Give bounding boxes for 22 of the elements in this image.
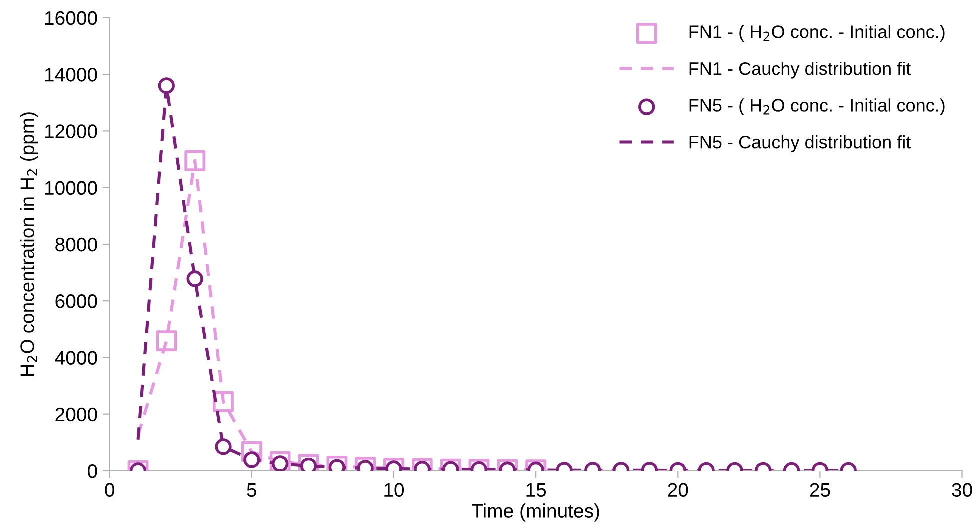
y-tick-label: 2000 <box>56 408 98 422</box>
y-tick-label: 6000 <box>56 294 98 308</box>
x-tick-label: 5 <box>247 483 256 498</box>
legend-label: FN1 - Cauchy distribution fit <box>690 62 912 79</box>
y-tick-label: 4000 <box>55 351 98 365</box>
y-axis-title: H$_{2}$O concentration in H$_{2}$ (ppm) <box>20 112 38 376</box>
y-tick-label: 12000 <box>45 124 98 138</box>
x-tick-label: 25 <box>810 483 830 498</box>
x-tick-label: 15 <box>526 483 546 498</box>
x-axis-title: Time (minutes) <box>472 504 600 522</box>
y-tick-label: 10000 <box>45 181 98 196</box>
y-tick-label: 0 <box>88 464 98 478</box>
x-tick-label: 20 <box>668 483 688 498</box>
legend-label: FN1 - ( H$_{2}$O conc. - Initial conc.) <box>690 25 945 42</box>
x-tick-label: 0 <box>105 483 114 498</box>
y-tick-label: 16000 <box>45 11 98 26</box>
legend-label: FN5 - Cauchy distribution fit <box>690 136 912 152</box>
legend-label: FN5 - ( H$_{2}$O conc. - Initial conc.) <box>690 98 945 116</box>
y-tick-label: 14000 <box>45 68 98 82</box>
y-tick-label: 8000 <box>56 238 98 252</box>
x-tick-label: 30 <box>952 483 972 498</box>
x-tick-label: 10 <box>384 483 404 498</box>
